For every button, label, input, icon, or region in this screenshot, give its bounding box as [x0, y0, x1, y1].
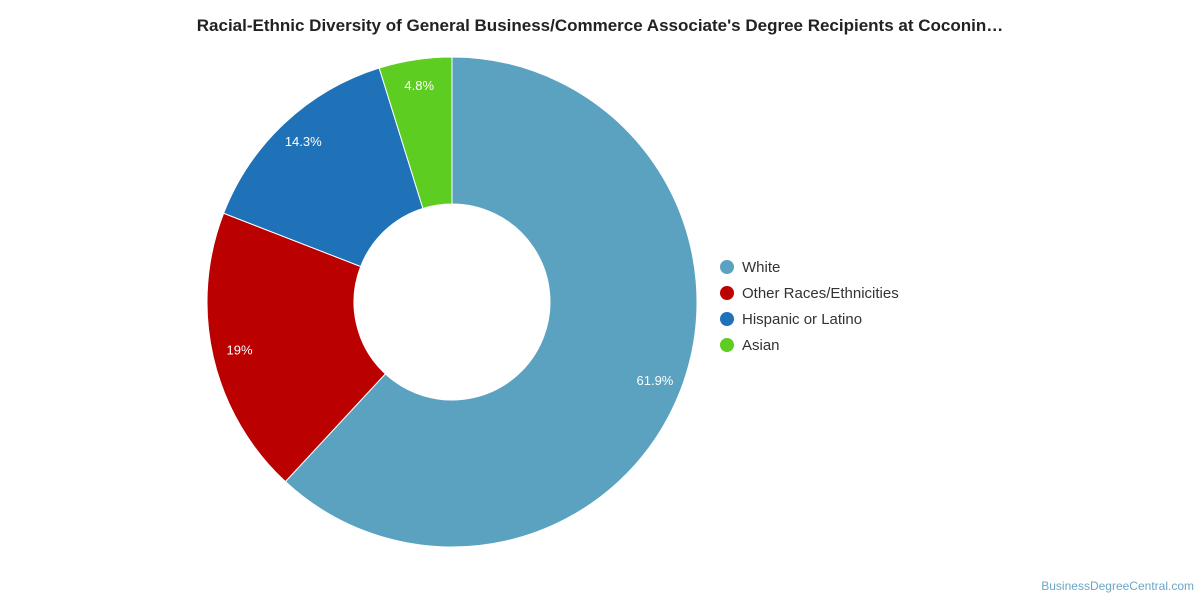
legend-label-asian: Asian	[742, 336, 780, 354]
data-label-hispanic-latino: 14.3%	[285, 134, 322, 149]
data-label-white: 61.9%	[637, 373, 674, 388]
legend-item-white[interactable]: White	[720, 254, 899, 280]
slice-hispanic-latino[interactable]	[222, 67, 424, 268]
legend: White Other Races/Ethnicities Hispanic o…	[720, 254, 899, 358]
slice-asian[interactable]	[378, 56, 453, 210]
slice-other-races[interactable]	[206, 212, 387, 483]
legend-label-hispanic-latino: Hispanic or Latino	[742, 310, 863, 328]
legend-marker-other-races	[720, 286, 734, 300]
legend-item-hispanic-latino[interactable]: Hispanic or Latino	[720, 306, 899, 332]
watermark: BusinessDegreeCentral.com	[1041, 579, 1194, 593]
data-label-asian: 4.8%	[404, 78, 434, 93]
legend-marker-hispanic-latino	[720, 312, 734, 326]
legend-marker-asian	[720, 338, 734, 352]
data-label-other-races: 19%	[227, 342, 253, 357]
legend-marker-white	[720, 260, 734, 274]
legend-item-other-races[interactable]: Other Races/Ethnicities	[720, 280, 899, 306]
legend-item-asian[interactable]: Asian	[720, 332, 899, 358]
legend-label-white: White	[742, 258, 781, 276]
chart-title: Racial-Ethnic Diversity of General Busin…	[196, 16, 1004, 35]
legend-label-other-races: Other Races/Ethnicities	[742, 284, 899, 302]
slice-white[interactable]	[284, 56, 698, 548]
